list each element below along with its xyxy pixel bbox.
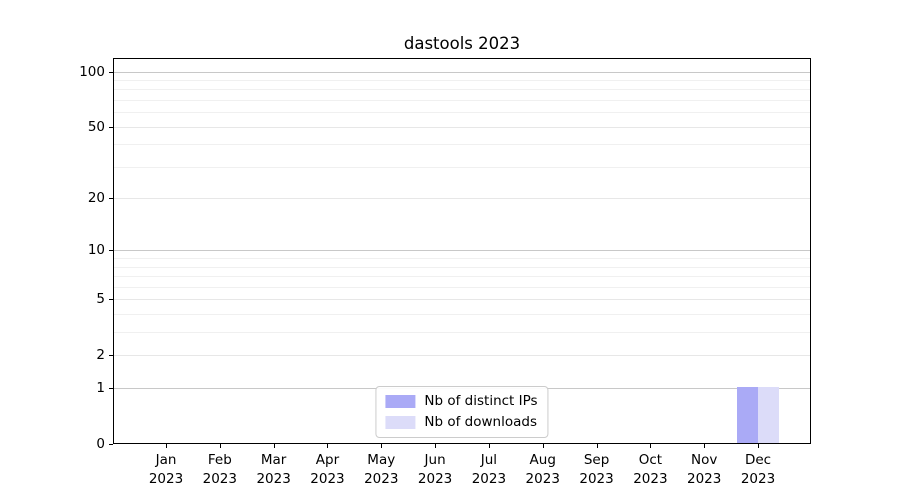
y-gridline-minor xyxy=(114,99,810,101)
x-tick-mark xyxy=(596,444,598,448)
x-tick-month: Jun xyxy=(424,452,446,468)
x-tick-year: 2023 xyxy=(633,470,668,487)
x-tick-month: Dec xyxy=(744,452,772,468)
x-tick-mark xyxy=(273,444,275,448)
y-tick-mark xyxy=(109,198,113,200)
x-tick-label: Aug 2023 xyxy=(515,451,571,489)
y-gridline-minor xyxy=(114,166,810,168)
x-tick-month: Sep xyxy=(583,452,610,468)
x-tick-year: 2023 xyxy=(202,470,237,487)
y-tick-mark xyxy=(109,71,113,73)
x-tick-mark xyxy=(704,444,706,448)
x-tick-month: Oct xyxy=(638,452,663,468)
y-tick-label: 10 xyxy=(87,242,105,259)
y-gridline-minor xyxy=(114,79,810,81)
y-gridline-decade xyxy=(114,71,810,73)
x-tick-mark xyxy=(488,444,490,448)
x-tick-label: Dec 2023 xyxy=(730,451,786,489)
legend-entry-downloads: Nb of downloads xyxy=(385,414,537,431)
x-tick-year: 2023 xyxy=(579,470,614,487)
y-gridline-major xyxy=(114,126,810,128)
x-tick-mark xyxy=(327,444,329,448)
legend-swatch-distinct-ips xyxy=(385,395,416,409)
x-tick-year: 2023 xyxy=(740,470,776,487)
y-tick-label: 0 xyxy=(96,436,105,452)
y-gridline-minor xyxy=(114,89,810,91)
x-tick-year: 2023 xyxy=(687,470,722,487)
x-tick-mark xyxy=(542,444,544,448)
x-tick-label: Sep 2023 xyxy=(569,451,625,489)
x-tick-year: 2023 xyxy=(417,470,453,487)
x-tick-label: Jun 2023 xyxy=(407,451,463,489)
y-tick-label: 100 xyxy=(79,63,105,80)
x-tick-mark xyxy=(381,444,383,448)
bar-distinct-ips xyxy=(737,387,759,443)
x-tick-mark xyxy=(166,444,167,448)
x-tick-label: Nov 2023 xyxy=(676,451,732,489)
chart-title: dastools 2023 xyxy=(403,34,521,53)
x-tick-year: 2023 xyxy=(310,470,345,487)
y-tick-label: 5 xyxy=(96,291,105,308)
y-tick-label: 20 xyxy=(87,190,105,207)
y-tick-label: 50 xyxy=(87,118,105,135)
y-gridline-major xyxy=(114,299,810,301)
y-gridline-decade xyxy=(114,250,810,252)
y-tick-label: 1 xyxy=(96,380,105,397)
y-gridline-major xyxy=(114,198,810,200)
x-tick-label: Jan 2023 xyxy=(138,451,194,489)
legend: Nb of distinct IPs Nb of downloads xyxy=(375,386,549,438)
y-tick-mark xyxy=(109,126,113,128)
x-tick-mark xyxy=(650,444,652,448)
y-gridline-minor xyxy=(114,258,810,260)
legend-swatch-downloads xyxy=(385,416,416,430)
x-tick-month: Mar xyxy=(260,452,287,468)
y-tick-mark xyxy=(109,355,113,357)
x-tick-month: May xyxy=(367,452,396,468)
x-tick-label: Apr 2023 xyxy=(299,451,355,489)
x-tick-month: Jul xyxy=(480,452,498,468)
y-tick-mark xyxy=(109,250,113,252)
x-tick-label: May 2023 xyxy=(353,451,409,489)
y-gridline-minor xyxy=(114,276,810,278)
x-tick-year: 2023 xyxy=(364,470,399,487)
x-tick-year: 2023 xyxy=(256,470,291,487)
x-tick-month: Nov xyxy=(691,452,718,468)
y-gridline-minor xyxy=(114,112,810,114)
x-tick-year: 2023 xyxy=(148,470,184,487)
x-tick-month: Aug xyxy=(529,452,556,468)
x-tick-year: 2023 xyxy=(471,470,507,487)
y-tick-mark xyxy=(109,444,113,445)
x-tick-mark xyxy=(435,444,437,448)
bar-downloads xyxy=(758,387,780,443)
legend-entry-distinct-ips: Nb of distinct IPs xyxy=(385,393,538,410)
x-tick-label: Feb 2023 xyxy=(192,451,248,489)
x-tick-label: Jul 2023 xyxy=(461,451,517,489)
x-tick-month: Jan xyxy=(155,452,177,468)
y-gridline-minor xyxy=(114,266,810,268)
x-tick-mark xyxy=(758,444,760,448)
y-tick-mark xyxy=(109,299,113,301)
x-tick-mark xyxy=(219,444,221,448)
y-gridline-minor xyxy=(114,314,810,316)
x-tick-label: Oct 2023 xyxy=(622,451,678,489)
x-tick-label: Mar 2023 xyxy=(246,451,302,489)
legend-label-downloads: Nb of downloads xyxy=(424,414,537,431)
x-tick-year: 2023 xyxy=(525,470,560,487)
plot-area: 0 1 2 5 10 20 50 100 Jan 2023 Feb 2023 Mar 2023 Apr 202… xyxy=(79,58,811,487)
y-gridline-minor xyxy=(114,144,810,146)
y-tick-label: 2 xyxy=(96,347,105,364)
y-gridline-minor xyxy=(114,286,810,288)
x-tick-month: Apr xyxy=(315,452,340,468)
y-tick-mark xyxy=(109,388,113,390)
legend-label-distinct-ips: Nb of distinct IPs xyxy=(424,393,538,410)
x-tick-month: Feb xyxy=(207,452,232,468)
y-gridline-major xyxy=(114,355,810,357)
y-gridline-minor xyxy=(114,332,810,334)
